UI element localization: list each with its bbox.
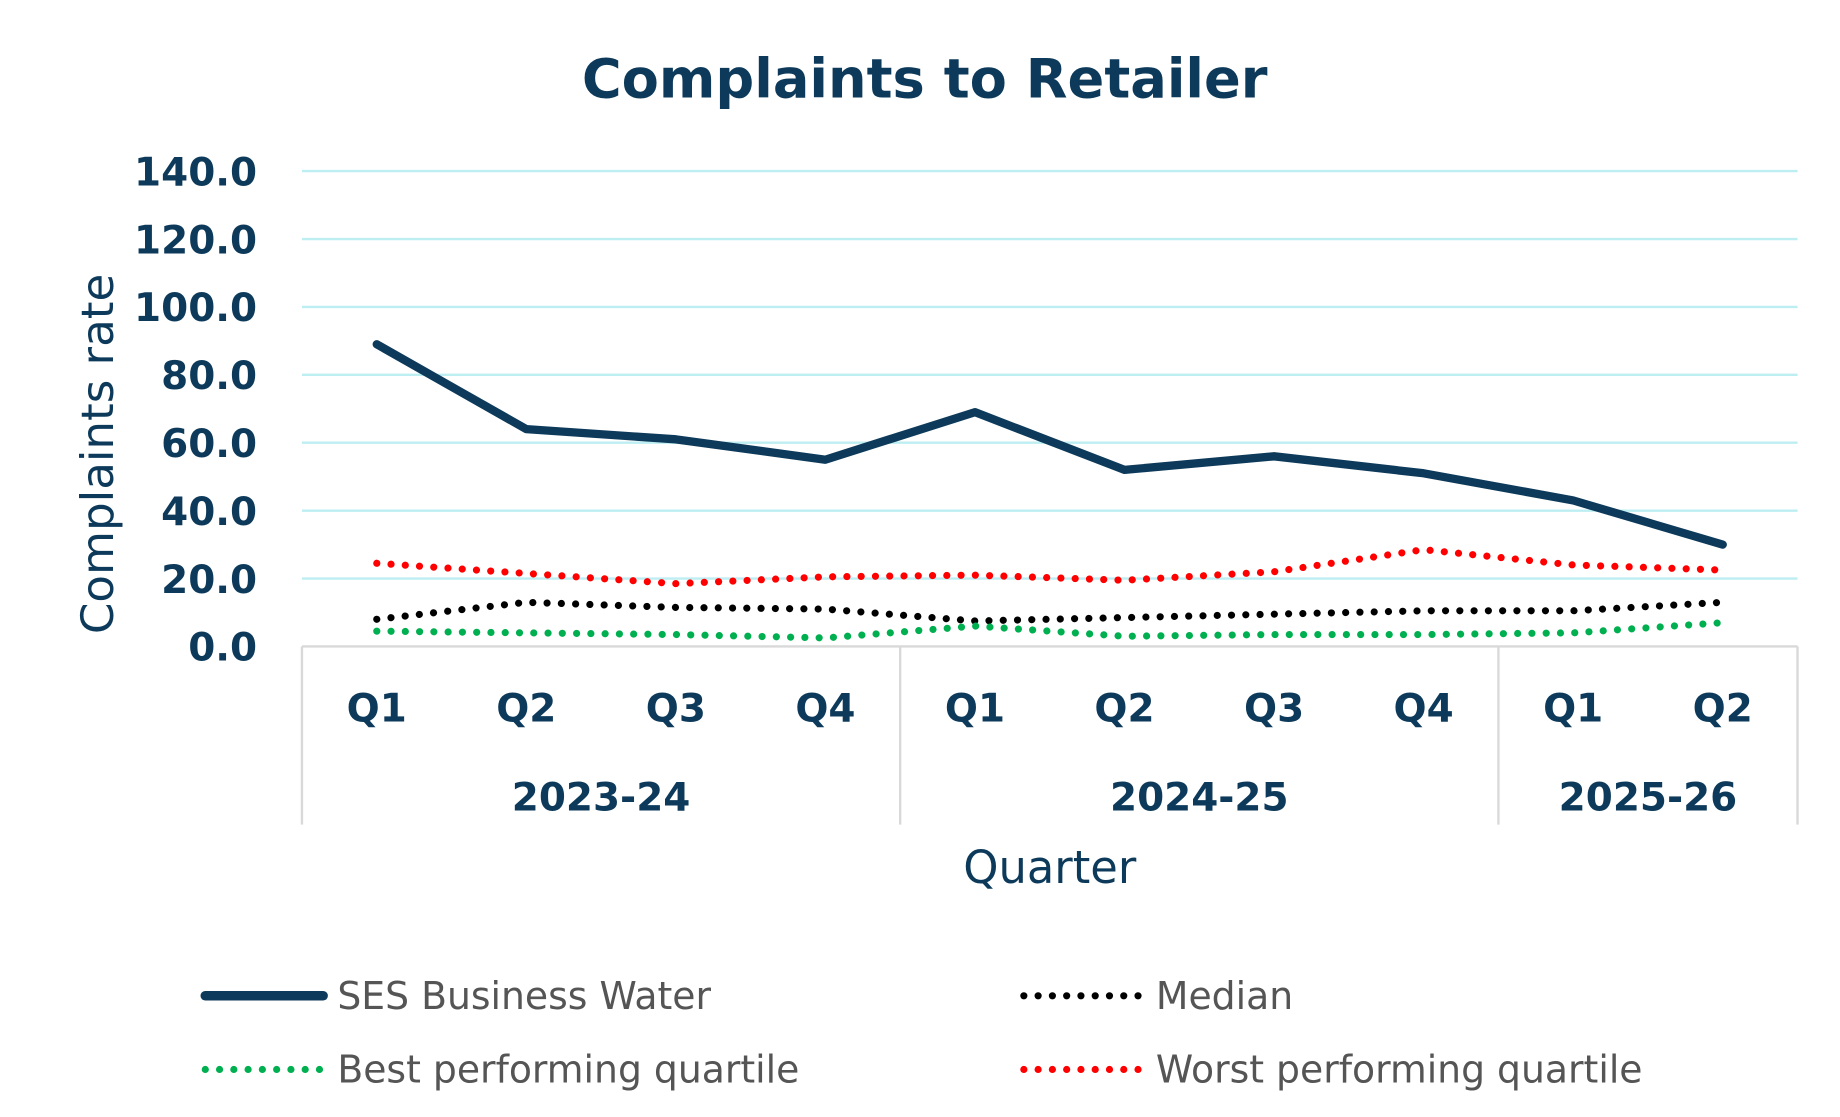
x-tick-label: Q1 xyxy=(1543,686,1603,731)
chart-title: Complaints to Retailer xyxy=(582,46,1268,110)
series-line-ses-business-water xyxy=(372,340,1727,549)
y-tick-label: 140.0 xyxy=(134,150,257,195)
x-tick-label: Q2 xyxy=(496,686,556,731)
category-axis-frame xyxy=(300,645,1799,825)
y-tick-label: 40.0 xyxy=(161,490,257,535)
series-line-median xyxy=(373,598,1727,625)
x-tick-label: Q1 xyxy=(945,686,1005,731)
y-tick-label: 120.0 xyxy=(134,218,257,263)
x-tick-label: Q4 xyxy=(795,686,855,731)
legend-item: Best performing quartile xyxy=(201,1047,799,1092)
x-group-label: 2024-25 xyxy=(1110,775,1289,820)
x-tick-label: Q1 xyxy=(347,686,407,731)
x-tick-label: Q2 xyxy=(1693,686,1753,731)
y-tick-label: 60.0 xyxy=(161,422,257,467)
y-tick-label: 0.0 xyxy=(188,626,257,671)
y-tick-label: 20.0 xyxy=(161,558,257,603)
y-tick-label: 100.0 xyxy=(134,286,257,331)
y-tick-label: 80.0 xyxy=(161,354,257,399)
x-tick-label: Q3 xyxy=(646,686,706,731)
legend-item: Worst performing quartile xyxy=(1020,1047,1643,1092)
x-tick-label: Q3 xyxy=(1244,686,1304,731)
series-line-best-performing-quartile xyxy=(373,619,1727,642)
x-group-label: 2023-24 xyxy=(512,775,691,820)
series-line-worst-performing-quartile xyxy=(373,546,1727,588)
legend-item: Median xyxy=(1020,974,1293,1018)
y-axis-label: Complaints rate xyxy=(71,274,124,634)
y-axis-ticks: 0.0 20.0 40.0 60.0 80.0 100.0 120.0 140.0 xyxy=(134,150,257,670)
gridlines xyxy=(301,169,1798,580)
x-group-label: 2025-26 xyxy=(1559,775,1738,820)
x-tick-label: Q4 xyxy=(1394,686,1454,731)
legend-label: SES Business Water xyxy=(337,974,711,1018)
legend-item: SES Business Water xyxy=(200,974,711,1018)
legend-label: Worst performing quartile xyxy=(1156,1047,1643,1091)
legend-label: Median xyxy=(1156,974,1293,1018)
series-lines xyxy=(372,340,1727,642)
x-axis-label: Quarter xyxy=(963,841,1137,894)
x-tick-label: Q2 xyxy=(1094,686,1154,731)
x-axis-ticks: 2023-24 2024-25 2025-26 Q1 Q2 Q3 Q4 Q1 Q2 Q3 Q4 Q1 Q… xyxy=(347,686,1753,820)
legend: SES Business Water Median Best performing … xyxy=(200,974,1643,1092)
legend-label: Best performing quartile xyxy=(337,1047,799,1091)
